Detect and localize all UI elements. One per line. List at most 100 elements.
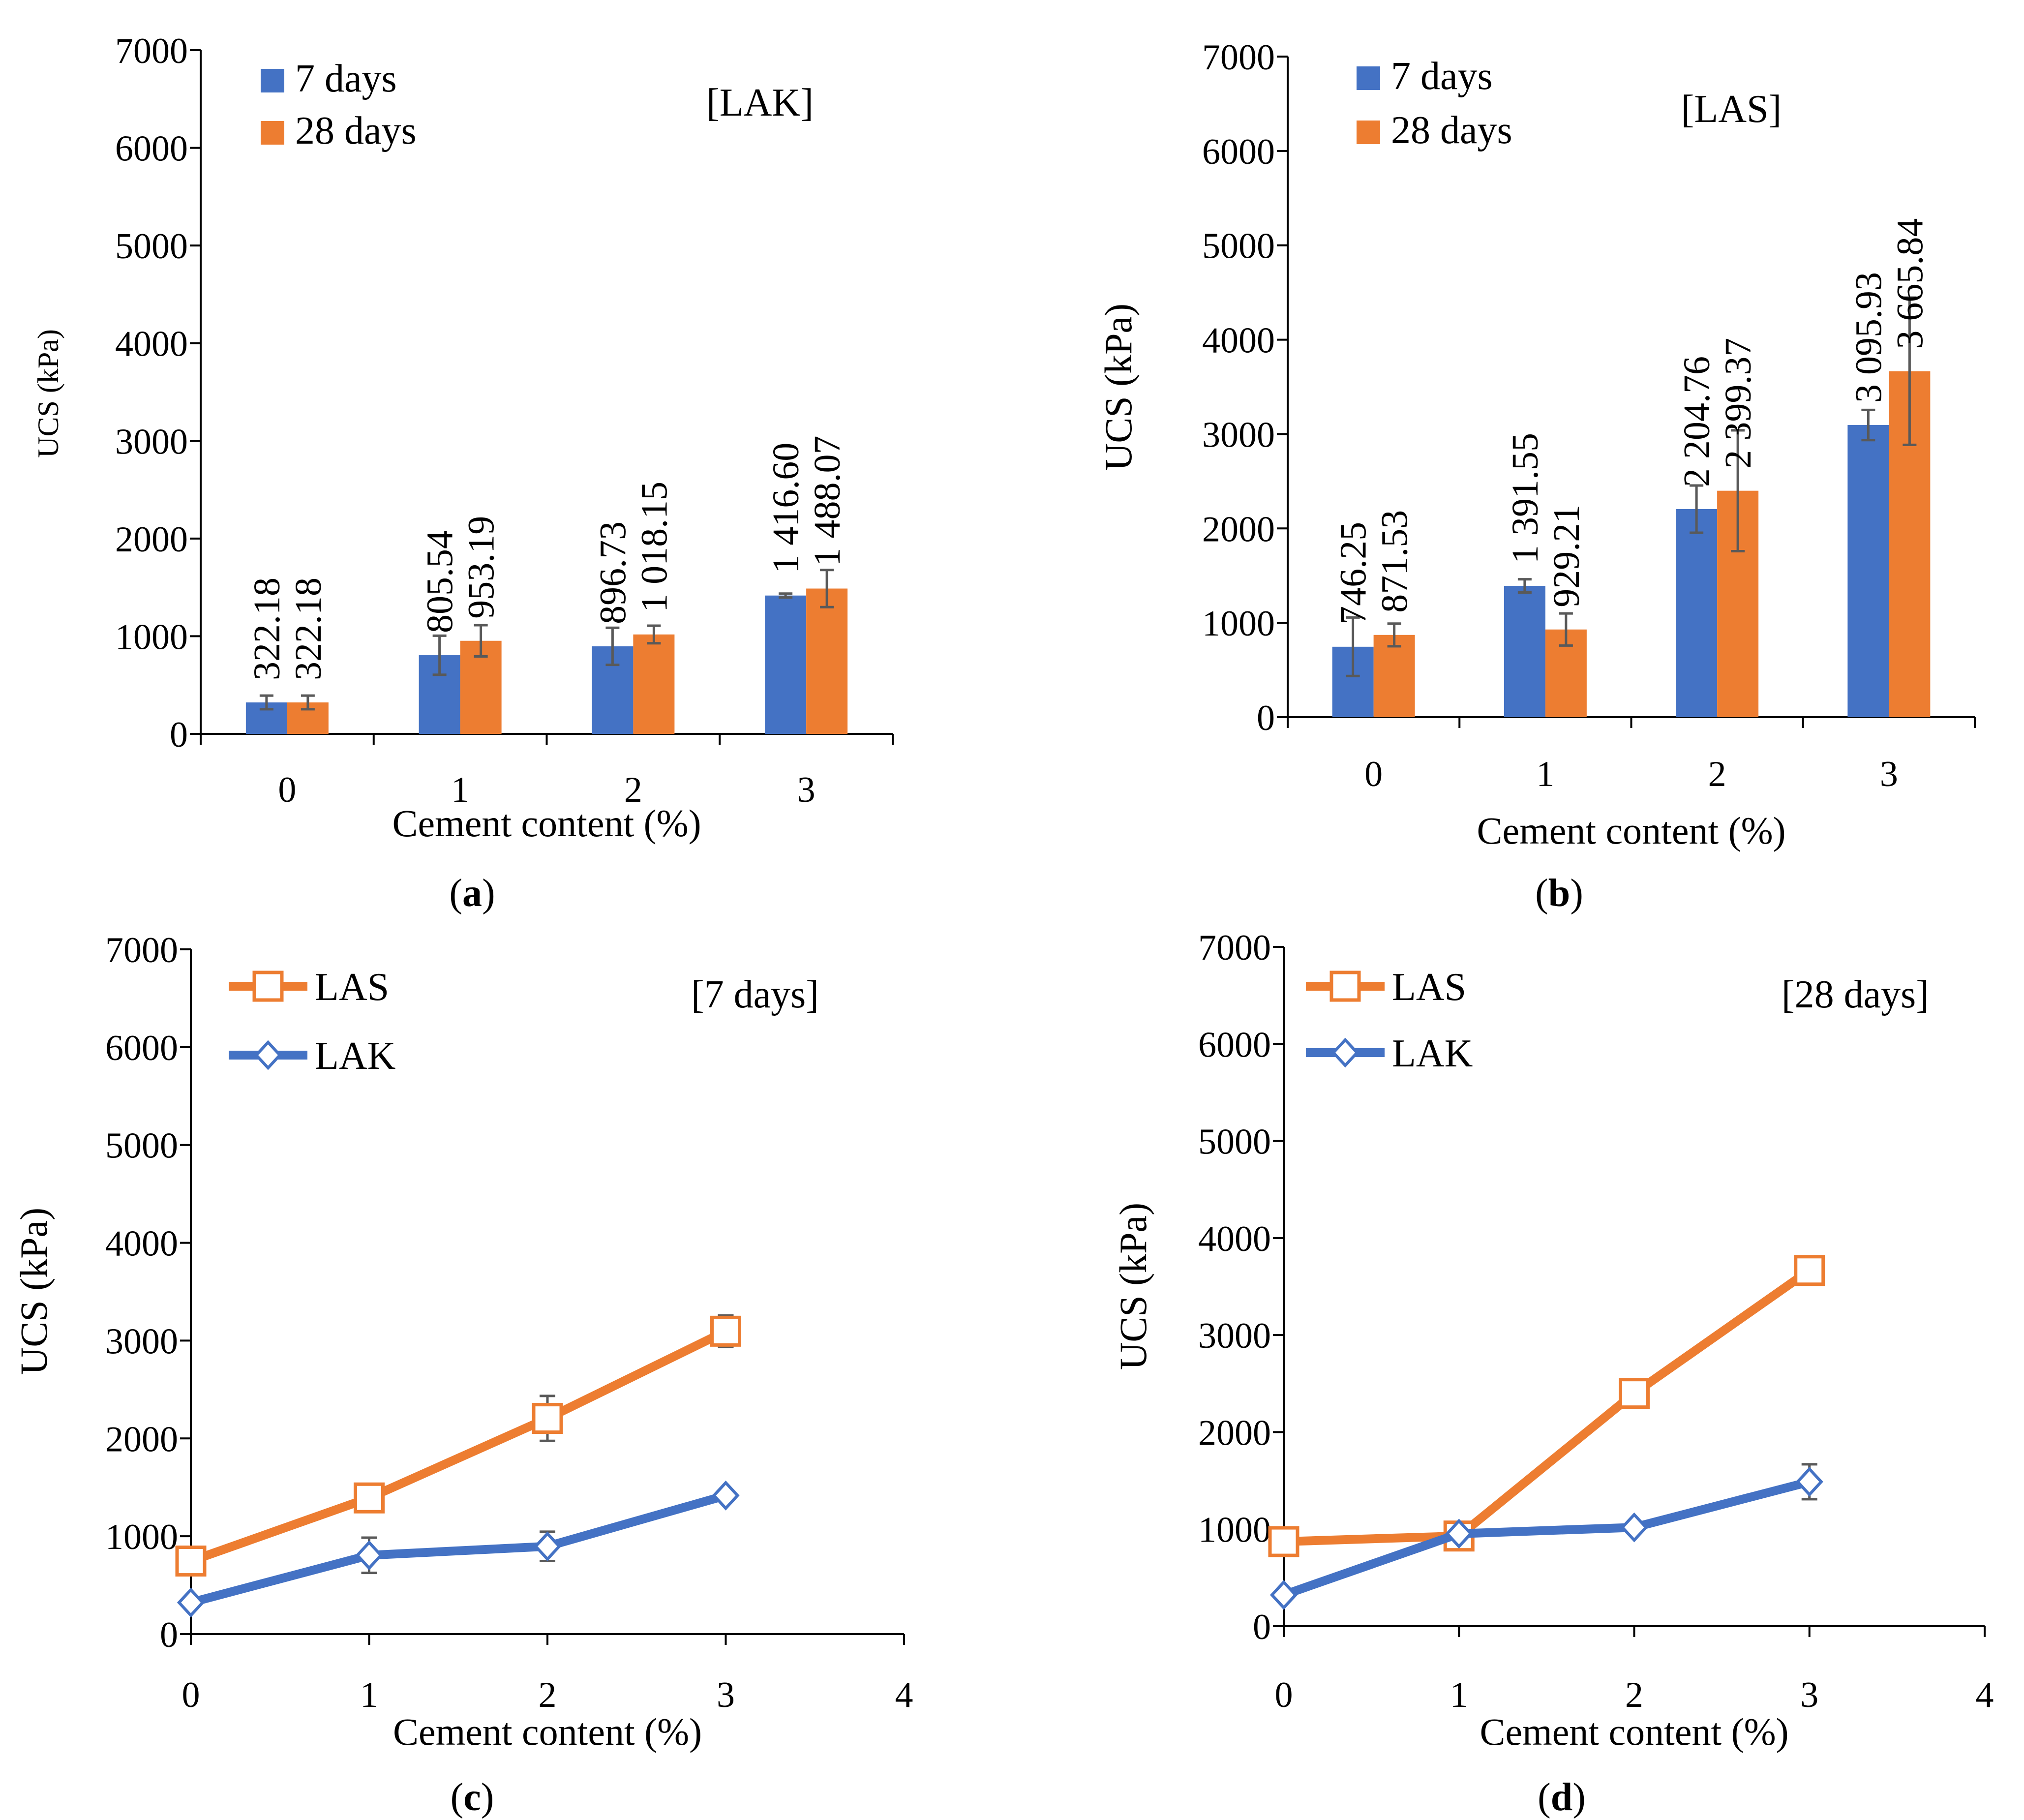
x-tick-label: 4 xyxy=(1976,1675,1994,1715)
legend-label: LAK xyxy=(1392,1032,1473,1075)
y-tick-label: 5000 xyxy=(1198,1122,1271,1162)
x-axis-title: Cement content (%) xyxy=(393,1710,702,1753)
legend-label: 28 days xyxy=(1391,109,1512,152)
y-axis-title: UCS (kPa) xyxy=(32,329,64,458)
caption-paren-open: ( xyxy=(451,1776,464,1819)
caption-paren-open: ( xyxy=(1535,872,1548,915)
x-tick-label: 3 xyxy=(797,770,816,810)
x-tick-label: 1 xyxy=(1536,754,1554,794)
x-tick-label: 0 xyxy=(1364,754,1383,794)
data-label: 805.54 xyxy=(420,530,461,633)
marker-lak-point xyxy=(1795,1467,1823,1497)
y-tick-label: 7000 xyxy=(1202,37,1275,78)
bar-7days-cat-1 xyxy=(1504,586,1545,717)
x-tick-label: 1 xyxy=(360,1675,378,1715)
legend-label: LAS xyxy=(1392,966,1466,1009)
legend-marker-1 xyxy=(1331,1037,1359,1068)
legend-label: LAK xyxy=(315,1034,395,1078)
data-label: 322.18 xyxy=(246,577,288,680)
series-line-lak xyxy=(1282,1477,1811,1599)
data-label: 953.19 xyxy=(461,516,502,619)
caption-letter: c xyxy=(463,1776,481,1819)
marker-las-point xyxy=(354,1482,385,1514)
y-tick-label: 1000 xyxy=(105,1517,178,1557)
data-label: 1 488.07 xyxy=(807,436,848,567)
legend-label: LAS xyxy=(315,966,389,1009)
y-tick-label: 2000 xyxy=(105,1419,178,1459)
bar-7days-cat-3 xyxy=(765,595,807,734)
x-tick-label: 0 xyxy=(182,1675,200,1715)
x-tick-label: 3 xyxy=(1800,1675,1818,1715)
y-tick-label: 0 xyxy=(170,715,188,755)
marker-las-point xyxy=(1268,1526,1299,1557)
y-tick-label: 6000 xyxy=(115,129,188,169)
caption-paren-close: ) xyxy=(1572,1776,1586,1819)
caption-paren-open: ( xyxy=(449,872,462,915)
chart-panel-b: 0 1000 2000 3000 4000 5000 6000 7000 UCS (kPa) Ce… xyxy=(1097,37,1976,915)
x-axis-title: Cement content (%) xyxy=(392,802,701,845)
x-tick-label: 1 xyxy=(1450,1675,1468,1715)
data-label: 2 204.76 xyxy=(1676,356,1718,487)
legend-label: 7 days xyxy=(1391,55,1493,98)
x-axis-title: Cement content (%) xyxy=(1477,809,1785,852)
data-label: 1 416.60 xyxy=(765,443,807,574)
x-tick-label: 4 xyxy=(895,1675,913,1715)
y-tick-label: 2000 xyxy=(1198,1413,1271,1453)
x-tick-label: 0 xyxy=(1275,1675,1293,1715)
panel-tag: [LAS] xyxy=(1681,88,1782,131)
y-tick-label: 1000 xyxy=(115,617,188,657)
x-tick-label: 2 xyxy=(624,770,642,810)
panel-caption: (c) xyxy=(451,1776,494,1819)
panel-caption: (b) xyxy=(1535,872,1583,915)
y-tick-label: 6000 xyxy=(1202,132,1275,172)
y-tick-label: 4000 xyxy=(115,324,188,364)
y-tick-label: 2000 xyxy=(1202,509,1275,549)
bar-7days-cat-2 xyxy=(1676,509,1718,717)
y-tick-label: 3000 xyxy=(1198,1316,1271,1356)
data-label: 2 399.37 xyxy=(1718,338,1759,469)
data-label: 322.18 xyxy=(288,577,329,680)
x-tick-label: 3 xyxy=(717,1675,735,1715)
legend-marker-0 xyxy=(1329,971,1361,1002)
y-tick-label: 3000 xyxy=(115,422,188,462)
marker-las-point xyxy=(532,1403,563,1434)
data-label: 746.25 xyxy=(1333,522,1374,625)
data-label: 1 018.15 xyxy=(634,482,675,612)
x-tick-label: 1 xyxy=(451,770,469,810)
x-tick-label: 0 xyxy=(278,770,296,810)
panel-caption: (d) xyxy=(1538,1776,1586,1819)
y-tick-label: 7000 xyxy=(105,930,178,971)
x-axis-title: Cement content (%) xyxy=(1480,1710,1788,1753)
marker-lak-point xyxy=(355,1540,383,1571)
y-tick-label: 5000 xyxy=(105,1126,178,1166)
bar-28days-cat-2 xyxy=(633,634,675,734)
x-tick-label: 2 xyxy=(1708,754,1726,794)
marker-las-point xyxy=(1794,1255,1825,1286)
data-label: 929.21 xyxy=(1546,505,1587,607)
y-tick-label: 1000 xyxy=(1202,604,1275,644)
y-tick-label: 7000 xyxy=(115,31,188,71)
bar-7days-cat-3 xyxy=(1847,425,1889,717)
series-line-lak xyxy=(189,1491,727,1607)
series-line-las xyxy=(1283,1267,1812,1547)
marker-las-point xyxy=(710,1315,741,1347)
data-label: 1 391.55 xyxy=(1505,433,1546,564)
data-label: 871.53 xyxy=(1374,510,1416,613)
legend-marker-1 xyxy=(254,1040,282,1070)
y-tick-label: 7000 xyxy=(1198,928,1271,968)
y-tick-label: 3000 xyxy=(105,1321,178,1362)
legend-swatch-0 xyxy=(1357,66,1380,90)
panel-caption: (a) xyxy=(449,872,495,915)
legend-label: 7 days xyxy=(295,57,397,100)
y-tick-label: 4000 xyxy=(1198,1219,1271,1259)
panel-tag: [7 days] xyxy=(691,973,819,1016)
legend-label: 28 days xyxy=(295,109,417,152)
chart-panel-c: 0 1000 2000 3000 4000 5000 6000 7000 UCS (kPa) Ce… xyxy=(12,930,913,1819)
y-tick-label: 0 xyxy=(1253,1607,1271,1647)
x-tick-label: 3 xyxy=(1880,754,1898,794)
y-tick-label: 4000 xyxy=(1202,321,1275,361)
marker-lak-point xyxy=(1620,1512,1648,1543)
chart-panel-a: 0 1000 2000 3000 4000 5000 6000 7000 UCS (kPa) Ce… xyxy=(32,31,894,915)
legend-swatch-1 xyxy=(1357,121,1380,144)
